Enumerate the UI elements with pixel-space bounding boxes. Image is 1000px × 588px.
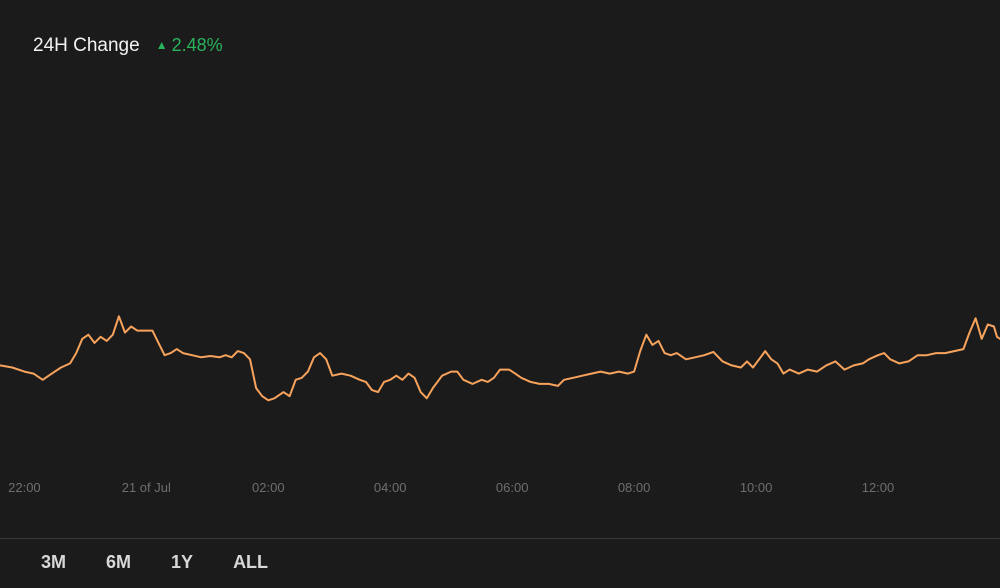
x-tick-label: 12:00: [862, 480, 895, 495]
change-indicator: ▲ 2.48%: [156, 35, 223, 56]
range-button-all[interactable]: ALL: [233, 552, 269, 572]
range-button-1y[interactable]: 1Y: [171, 552, 194, 572]
time-range-selector: 3M 6M 1Y ALL: [41, 552, 308, 573]
change-value: 2.48%: [171, 35, 223, 55]
range-button-3m[interactable]: 3M: [41, 552, 67, 572]
x-tick-label: 10:00: [740, 480, 773, 495]
x-tick-label: 02:00: [252, 480, 285, 495]
chart-title: 24H Change: [33, 35, 140, 56]
range-divider: [0, 538, 1000, 539]
x-tick-label: 04:00: [374, 480, 407, 495]
x-axis-ticks: 22:00 21 of Jul 02:00 04:00 06:00 08:00 10:00 1…: [8, 480, 894, 495]
x-tick-label: 06:00: [496, 480, 529, 495]
price-series-line: [0, 315, 1000, 402]
price-line-chart: 22:00 21 of Jul 02:00 04:00 06:00 08:00 10:00 1…: [0, 315, 1000, 495]
range-button-6m[interactable]: 6M: [106, 552, 132, 572]
x-tick-label: 08:00: [618, 480, 651, 495]
triangle-up-icon: ▲: [155, 38, 168, 52]
x-tick-label: 22:00: [8, 480, 41, 495]
x-tick-label: 21 of Jul: [122, 480, 171, 495]
chart-header: 24H Change ▲ 2.48%: [33, 35, 223, 57]
